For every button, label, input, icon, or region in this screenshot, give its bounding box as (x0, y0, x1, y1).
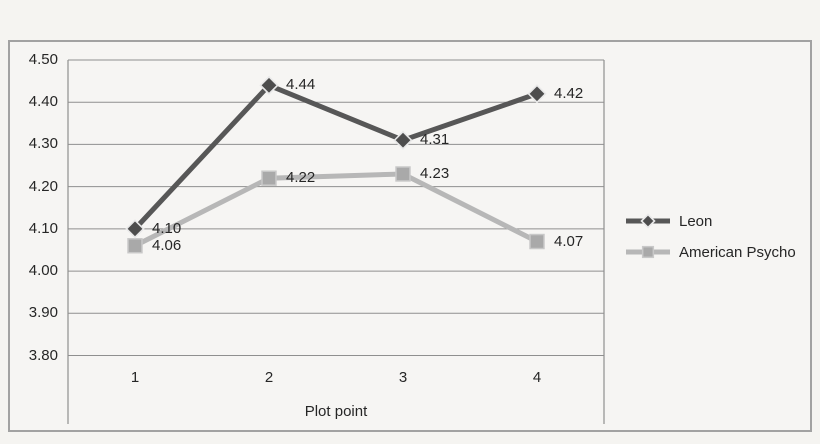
chart-frame (8, 40, 812, 432)
